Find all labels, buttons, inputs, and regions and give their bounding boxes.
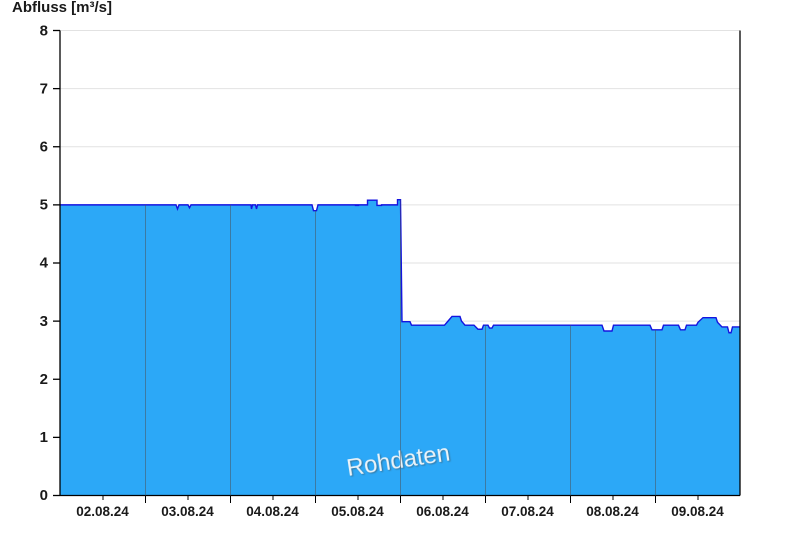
svg-text:0: 0 bbox=[40, 487, 48, 504]
svg-text:06.08.24: 06.08.24 bbox=[416, 504, 469, 519]
svg-text:4: 4 bbox=[40, 255, 49, 272]
svg-text:02.08.24: 02.08.24 bbox=[76, 504, 129, 519]
svg-text:05.08.24: 05.08.24 bbox=[331, 504, 384, 519]
svg-text:04.08.24: 04.08.24 bbox=[246, 504, 299, 519]
svg-text:6: 6 bbox=[40, 139, 48, 156]
svg-text:1: 1 bbox=[40, 429, 48, 446]
svg-text:7: 7 bbox=[40, 81, 48, 98]
svg-text:3: 3 bbox=[40, 313, 48, 330]
svg-text:2: 2 bbox=[40, 371, 48, 388]
svg-text:5: 5 bbox=[40, 197, 48, 214]
svg-text:07.08.24: 07.08.24 bbox=[501, 504, 554, 519]
svg-text:09.08.24: 09.08.24 bbox=[671, 504, 724, 519]
svg-text:08.08.24: 08.08.24 bbox=[586, 504, 639, 519]
svg-text:03.08.24: 03.08.24 bbox=[161, 504, 214, 519]
svg-text:8: 8 bbox=[40, 23, 48, 40]
